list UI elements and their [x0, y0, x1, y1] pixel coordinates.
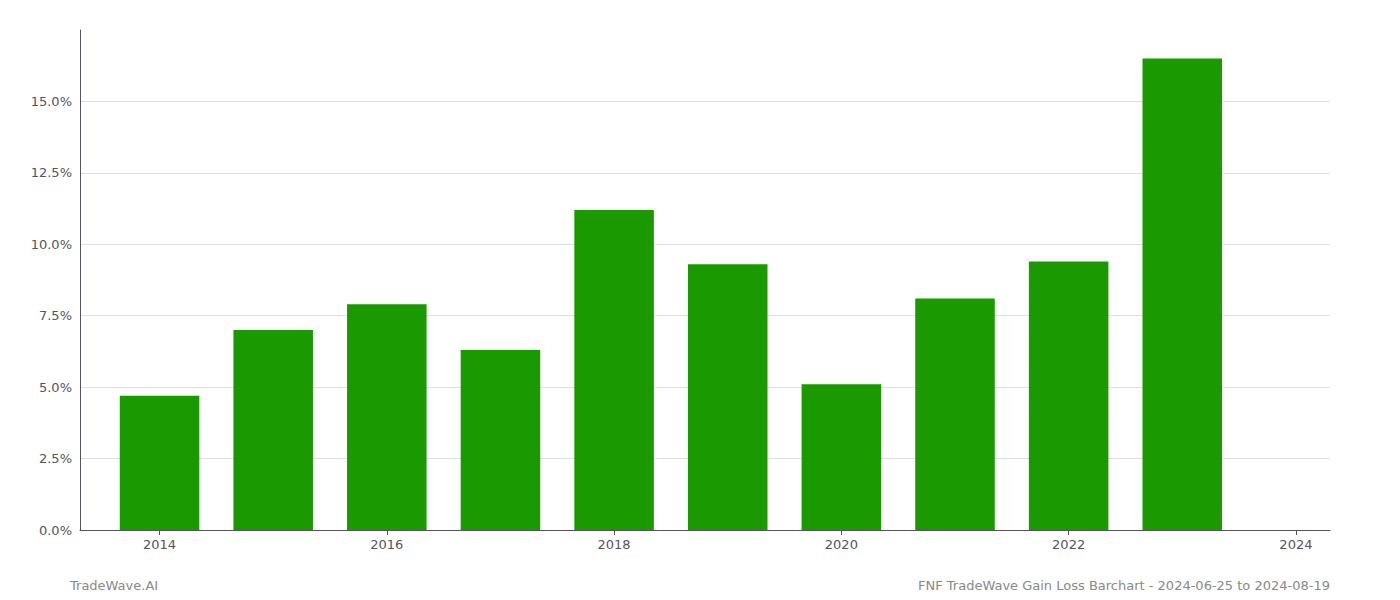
svg-text:5.0%: 5.0% — [39, 380, 72, 395]
svg-text:2022: 2022 — [1052, 537, 1085, 552]
svg-text:2024: 2024 — [1279, 537, 1312, 552]
svg-text:2016: 2016 — [370, 537, 403, 552]
svg-text:2020: 2020 — [825, 537, 858, 552]
svg-text:2014: 2014 — [143, 537, 176, 552]
svg-text:10.0%: 10.0% — [31, 237, 72, 252]
svg-text:FNF TradeWave Gain Loss Barcha: FNF TradeWave Gain Loss Barchart - 2024-… — [918, 578, 1330, 593]
svg-text:7.5%: 7.5% — [39, 308, 72, 323]
svg-text:12.5%: 12.5% — [31, 165, 72, 180]
svg-text:2.5%: 2.5% — [39, 451, 72, 466]
svg-text:15.0%: 15.0% — [31, 94, 72, 109]
svg-text:2018: 2018 — [598, 537, 631, 552]
svg-text:TradeWave.AI: TradeWave.AI — [69, 578, 158, 593]
svg-text:0.0%: 0.0% — [39, 523, 72, 538]
